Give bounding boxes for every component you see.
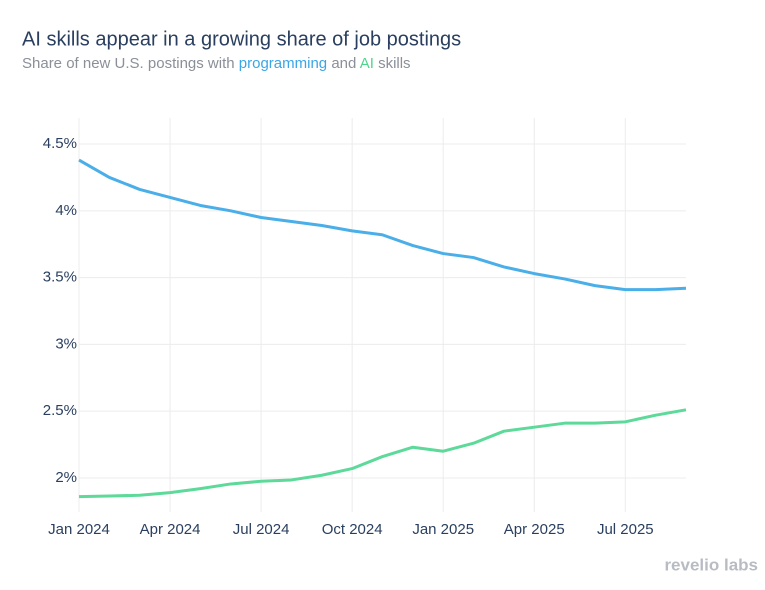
y-tick-label: 4.5% xyxy=(43,135,77,152)
series-line xyxy=(78,158,687,292)
y-tick-label: 3% xyxy=(55,335,77,352)
x-tick-label: Jul 2024 xyxy=(233,521,290,538)
x-tick-label: Oct 2024 xyxy=(322,521,383,538)
subtitle-text: skills xyxy=(378,55,411,72)
x-tick-label: Apr 2024 xyxy=(140,521,201,538)
subtitle-series-name: programming xyxy=(239,55,327,72)
x-tick-label: Jan 2024 xyxy=(48,521,110,538)
y-tick-label: 3.5% xyxy=(43,269,77,286)
subtitle-series-name: AI xyxy=(360,55,374,72)
subtitle-text: and xyxy=(331,55,356,72)
y-tick-label: 4% xyxy=(55,202,77,219)
x-tick-label: Apr 2025 xyxy=(504,521,565,538)
y-tick-label: 2.5% xyxy=(43,402,77,419)
subtitle-text: Share of new U.S. postings with xyxy=(22,55,235,72)
x-tick-label: Jan 2025 xyxy=(412,521,474,538)
chart-title: AI skills appear in a growing share of j… xyxy=(22,28,461,50)
y-tick-label: 2% xyxy=(55,469,77,486)
grid xyxy=(78,118,686,512)
series-line xyxy=(78,408,687,499)
chart-subtitle: Share of new U.S. postings with programm… xyxy=(22,55,411,72)
x-tick-label: Jul 2025 xyxy=(597,521,654,538)
watermark: revelio labs xyxy=(664,555,758,574)
